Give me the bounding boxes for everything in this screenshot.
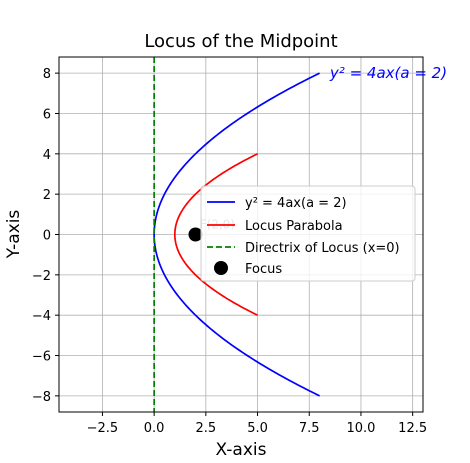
x-tick-label: 10.0 [346,421,375,436]
x-tick-label: 2.5 [195,421,216,436]
y-tick-label: −6 [32,350,51,365]
x-axis-label: X-axis [216,440,267,460]
y-tick-label: 0 [43,229,51,244]
y-tick-label: 4 [43,148,51,163]
legend-handle-focus [214,261,228,275]
y-tick-label: 8 [43,67,51,82]
legend-label: Locus Parabola [245,219,343,234]
legend-label: Focus [245,262,282,277]
chart-title: Locus of the Midpoint [144,31,337,52]
legend-label: Directrix of Locus (x=0) [245,241,400,256]
x-tick-label: 7.5 [299,421,320,436]
x-tick-label: −2.5 [87,421,119,436]
y-tick-label: −2 [32,269,51,284]
y-axis-label: Y-axis [4,210,24,260]
x-tick-label: 5.0 [247,421,268,436]
x-tick-label: 0.0 [144,421,165,436]
annotation-given-parabola: y² = 4ax(a = 2) [329,64,447,82]
legend: y² = 4ax(a = 2) Locus Parabola Directrix o… [201,186,415,281]
legend-label: y² = 4ax(a = 2) [245,196,347,211]
y-tick-label: −4 [32,309,51,324]
y-tick-label: 6 [43,107,51,122]
y-tick-label: 2 [43,188,51,203]
y-tick-label: −8 [32,390,51,405]
x-tick-label: 12.5 [398,421,427,436]
